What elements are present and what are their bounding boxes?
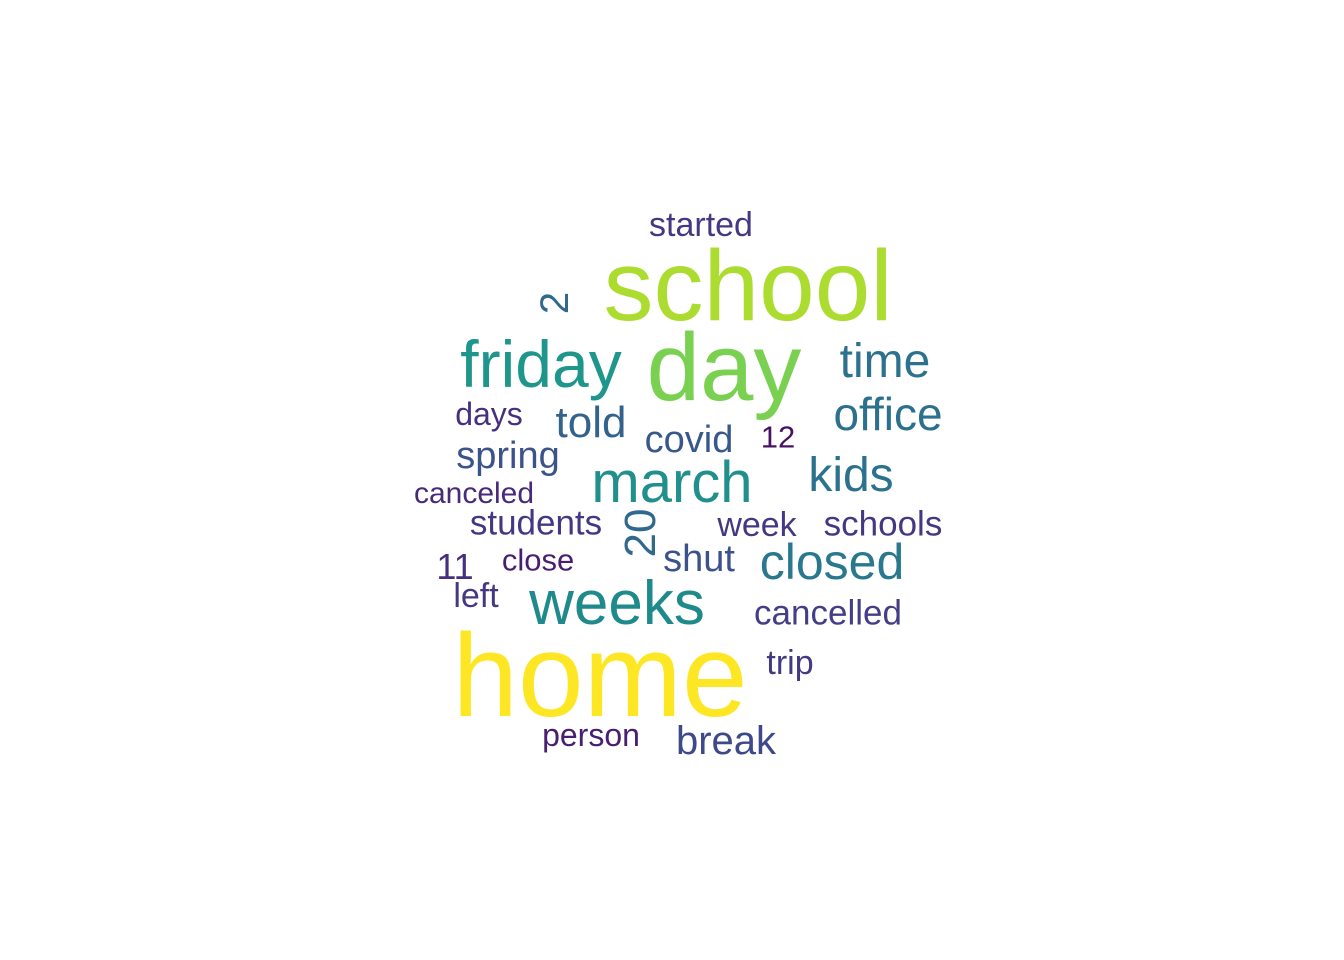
- cloud-word-kids: kids: [808, 449, 894, 502]
- cloud-word-week: week: [717, 506, 797, 544]
- cloud-word-told: told: [555, 398, 627, 447]
- cloud-word-school: school: [603, 230, 893, 342]
- cloud-word-close: close: [501, 542, 575, 578]
- cloud-word-started: started: [649, 206, 753, 244]
- cloud-word-march: march: [591, 450, 753, 515]
- cloud-word-cancelled: cancelled: [754, 593, 902, 633]
- cloud-word-day: day: [646, 314, 802, 421]
- cloud-word-shut: shut: [663, 538, 735, 580]
- cloud-word-friday: friday: [460, 327, 622, 401]
- cloud-word-person: person: [542, 717, 640, 753]
- cloud-word-weeks: weeks: [529, 569, 705, 638]
- cloud-word-students: students: [469, 503, 603, 543]
- cloud-word-n12: 12: [760, 419, 796, 455]
- cloud-word-n2: 2: [533, 291, 577, 315]
- cloud-word-time: time: [839, 335, 931, 388]
- cloud-word-spring: spring: [456, 435, 560, 477]
- cloud-word-office: office: [833, 388, 943, 440]
- cloud-word-closed: closed: [759, 534, 905, 590]
- cloud-word-days: days: [455, 396, 523, 432]
- cloud-word-left: left: [453, 577, 499, 615]
- cloud-word-canceled: canceled: [413, 477, 535, 510]
- cloud-word-n11: 11: [436, 546, 474, 587]
- cloud-word-n20: 20: [616, 508, 665, 558]
- cloud-word-schools: schools: [823, 504, 943, 544]
- cloud-word-break: break: [675, 719, 777, 763]
- cloud-word-home: home: [452, 610, 748, 742]
- cloud-word-trip: trip: [766, 644, 814, 682]
- cloud-word-covid: covid: [644, 419, 734, 461]
